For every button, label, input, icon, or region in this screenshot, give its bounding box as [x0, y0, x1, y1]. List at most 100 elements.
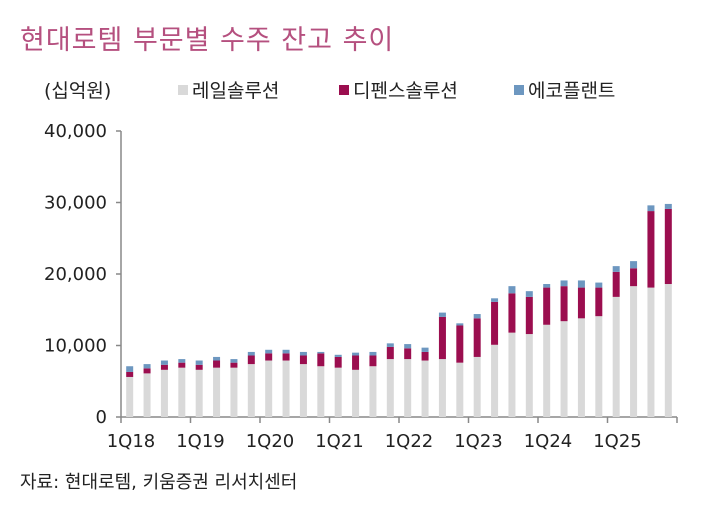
- y-tick-label: 20,000: [44, 264, 107, 285]
- bar-1-26: [577, 287, 585, 319]
- bar-0-7: [247, 364, 255, 417]
- legend-label: 에코플랜트: [528, 80, 616, 102]
- bar-1-9: [282, 353, 290, 361]
- y-tick-label: 0: [96, 407, 107, 428]
- bar-2-17: [421, 347, 429, 352]
- bar-1-30: [647, 211, 655, 288]
- bar-0-15: [386, 359, 394, 417]
- bar-1-1: [143, 368, 151, 374]
- bar-0-5: [213, 367, 221, 417]
- unit-label: (십억원): [44, 80, 112, 102]
- bar-0-26: [577, 318, 585, 417]
- x-tick-label: 1Q24: [524, 431, 573, 452]
- bar-0-9: [282, 360, 290, 417]
- y-tick-label: 30,000: [44, 193, 107, 214]
- x-tick-label: 1Q23: [454, 431, 503, 452]
- bar-1-16: [404, 348, 412, 360]
- bar-2-29: [630, 261, 638, 269]
- bar-0-1: [143, 373, 151, 417]
- bar-2-10: [299, 351, 307, 356]
- bar-2-15: [386, 343, 394, 347]
- legend-swatch: [514, 84, 524, 95]
- bar-1-2: [160, 364, 168, 370]
- bar-0-19: [456, 362, 464, 417]
- bar-0-20: [473, 356, 481, 417]
- bar-1-21: [491, 301, 499, 345]
- bar-2-24: [543, 284, 551, 288]
- bar-2-22: [508, 286, 516, 294]
- bar-0-4: [195, 369, 203, 417]
- bar-0-30: [647, 287, 655, 417]
- bar-1-13: [352, 355, 360, 370]
- x-tick-label: 1Q19: [176, 431, 225, 452]
- bar-1-22: [508, 293, 516, 333]
- legend-swatch: [339, 84, 349, 95]
- x-tick-label: 1Q21: [315, 431, 364, 452]
- bar-1-14: [369, 355, 377, 367]
- bar-1-7: [247, 355, 255, 365]
- bar-1-24: [543, 287, 551, 325]
- bar-0-8: [265, 360, 273, 417]
- bar-2-6: [230, 359, 238, 363]
- bar-0-31: [664, 284, 672, 417]
- bar-1-5: [213, 360, 221, 368]
- bar-2-16: [404, 344, 412, 349]
- bar-2-11: [317, 351, 325, 354]
- y-tick-label: 10,000: [44, 336, 107, 357]
- bar-2-27: [595, 282, 603, 288]
- bar-1-28: [612, 271, 620, 297]
- x-tick-label: 1Q22: [385, 431, 434, 452]
- bar-0-22: [508, 332, 516, 417]
- bar-1-25: [560, 286, 568, 322]
- bar-1-31: [664, 208, 672, 285]
- bar-2-9: [282, 349, 290, 354]
- bar-0-18: [438, 359, 446, 417]
- bar-1-27: [595, 287, 603, 317]
- bar-1-20: [473, 318, 481, 357]
- bar-1-18: [438, 316, 446, 360]
- bar-0-11: [317, 366, 325, 417]
- bar-2-23: [525, 291, 533, 297]
- bar-0-29: [630, 286, 638, 417]
- bar-1-3: [178, 362, 186, 368]
- chart-title: 현대로템 부문별 수주 잔고 추이: [20, 25, 395, 56]
- bar-2-30: [647, 205, 655, 212]
- bar-0-27: [595, 316, 603, 417]
- bar-0-6: [230, 367, 238, 417]
- legend-swatch: [178, 84, 188, 95]
- bar-2-26: [577, 280, 585, 288]
- bar-2-31: [664, 203, 672, 209]
- bar-2-12: [334, 354, 342, 357]
- bar-2-2: [160, 360, 168, 365]
- bar-0-21: [491, 344, 499, 417]
- bar-2-21: [491, 298, 499, 302]
- bar-0-16: [404, 359, 412, 417]
- legend-label: 디펜스솔루션: [353, 80, 458, 102]
- bar-2-3: [178, 359, 186, 363]
- bar-2-14: [369, 351, 377, 356]
- bar-1-11: [317, 353, 325, 367]
- y-tick-label: 40,000: [44, 121, 107, 142]
- bar-2-19: [456, 323, 464, 326]
- bar-0-25: [560, 321, 568, 417]
- bar-2-20: [473, 314, 481, 319]
- legend-item-0: 레일솔루션: [178, 76, 279, 103]
- bar-1-15: [386, 346, 394, 360]
- bar-0-17: [421, 360, 429, 417]
- bar-2-8: [265, 349, 273, 354]
- bar-2-18: [438, 312, 446, 317]
- legend-item-1: 디펜스솔루션: [339, 76, 458, 103]
- bar-1-10: [299, 355, 307, 365]
- bar-1-29: [630, 268, 638, 287]
- bar-1-6: [230, 362, 238, 368]
- bar-0-10: [299, 364, 307, 417]
- x-tick-label: 1Q18: [107, 431, 156, 452]
- x-tick-label: 1Q20: [246, 431, 295, 452]
- bar-1-23: [525, 296, 533, 335]
- x-tick-label: 1Q25: [593, 431, 642, 452]
- bar-2-0: [126, 366, 134, 372]
- bar-0-23: [525, 334, 533, 417]
- bar-0-2: [160, 369, 168, 417]
- source-note: 자료: 현대로템, 키움증권 리서치센터: [20, 472, 298, 493]
- bar-0-3: [178, 367, 186, 417]
